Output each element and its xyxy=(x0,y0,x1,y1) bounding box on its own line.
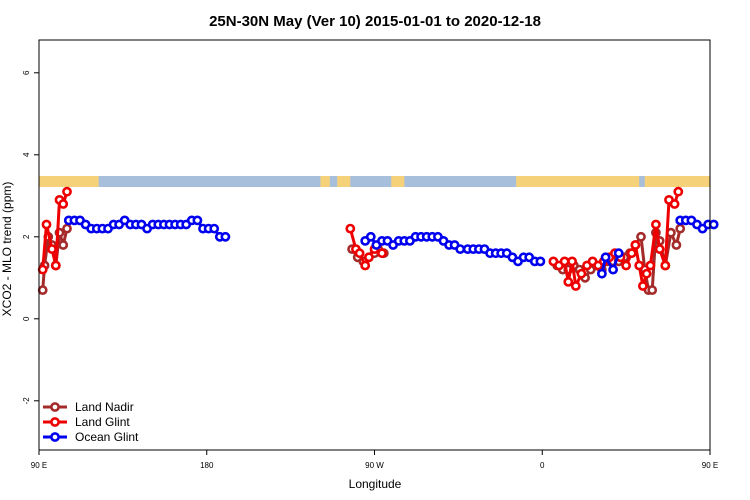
data-point xyxy=(567,256,577,267)
legend-swatch-marker xyxy=(50,417,60,427)
data-point xyxy=(360,260,371,271)
legend-item: Ocean Glint xyxy=(43,430,139,444)
data-point xyxy=(455,244,466,254)
x-tick-label: 90 E xyxy=(702,461,718,470)
data-point xyxy=(641,268,652,279)
y-axis: -2 0 2 4 6 xyxy=(22,70,39,404)
x-axis-label: Longitude xyxy=(349,477,402,491)
y-tick-label: 4 xyxy=(22,152,31,157)
data-point xyxy=(363,252,374,263)
y-axis-label: XCO2 - MLO trend (ppm) xyxy=(0,182,14,317)
data-point xyxy=(708,219,719,230)
legend-label: Ocean Glint xyxy=(75,430,139,444)
data-point xyxy=(645,260,656,271)
y-tick-label: 6 xyxy=(22,70,31,75)
data-point xyxy=(535,256,546,267)
legend-item: Land Nadir xyxy=(43,400,134,414)
series-land-glint xyxy=(37,186,684,291)
land-band xyxy=(391,176,405,187)
land-band xyxy=(516,176,640,187)
data-point xyxy=(354,248,365,259)
data-point xyxy=(597,268,607,279)
x-tick-label: 90 E xyxy=(31,461,47,470)
x-tick-label: 180 xyxy=(200,461,214,470)
data-point xyxy=(608,264,618,275)
land-band xyxy=(320,176,330,187)
y-tick-label: -2 xyxy=(22,397,31,405)
chart-title: 25N-30N May (Ver 10) 2015-01-01 to 2020-… xyxy=(209,13,541,30)
legend-item: Land Glint xyxy=(43,415,130,429)
data-point xyxy=(345,223,356,234)
data-point xyxy=(647,285,658,295)
y-tick-label: 2 xyxy=(22,234,31,239)
legend-label: Land Glint xyxy=(75,415,130,429)
data-point xyxy=(37,285,48,295)
data-point xyxy=(62,223,72,234)
data-point xyxy=(37,264,48,275)
data-point xyxy=(209,223,220,234)
data-point xyxy=(654,244,665,254)
data-point xyxy=(41,219,52,230)
data-point xyxy=(58,199,69,209)
data-point xyxy=(673,186,684,197)
legend-swatch-marker xyxy=(50,432,60,442)
ocean-band xyxy=(39,176,710,187)
data-point xyxy=(660,260,671,271)
legend-label: Land Nadir xyxy=(75,400,134,414)
data-point xyxy=(626,248,637,259)
data-point xyxy=(630,240,641,250)
data-point xyxy=(58,240,69,250)
data-point xyxy=(669,199,680,209)
series-line xyxy=(600,252,621,275)
land-band xyxy=(39,176,99,187)
data-point xyxy=(62,186,72,197)
x-tick-label: 90 W xyxy=(365,461,384,470)
data-point xyxy=(570,281,581,291)
data-point xyxy=(50,260,61,271)
legend-swatch-marker xyxy=(50,402,60,412)
data-point xyxy=(47,244,57,254)
data-point xyxy=(377,248,387,259)
data-point xyxy=(621,260,631,271)
land-band xyxy=(337,176,351,187)
data-point xyxy=(365,231,376,242)
data-point xyxy=(671,240,682,250)
data-point xyxy=(192,215,203,226)
data-point xyxy=(638,281,648,291)
data-point xyxy=(636,231,646,242)
series-layer xyxy=(37,186,719,295)
surface-band xyxy=(39,176,710,187)
data-point xyxy=(220,231,231,242)
data-point xyxy=(600,252,611,263)
data-point xyxy=(675,223,686,234)
data-point xyxy=(576,268,587,279)
data-point xyxy=(651,219,661,230)
land-band xyxy=(668,176,710,187)
x-tick-label: 0 xyxy=(540,461,545,470)
y-tick-label: 0 xyxy=(22,316,31,321)
x-axis: 90 E 180 90 W 0 90 E xyxy=(31,450,718,470)
series-ocean-glint xyxy=(63,215,719,279)
data-point xyxy=(613,248,624,259)
data-point xyxy=(563,276,574,287)
data-point xyxy=(559,256,570,267)
data-point xyxy=(634,260,645,271)
land-band xyxy=(644,176,675,187)
